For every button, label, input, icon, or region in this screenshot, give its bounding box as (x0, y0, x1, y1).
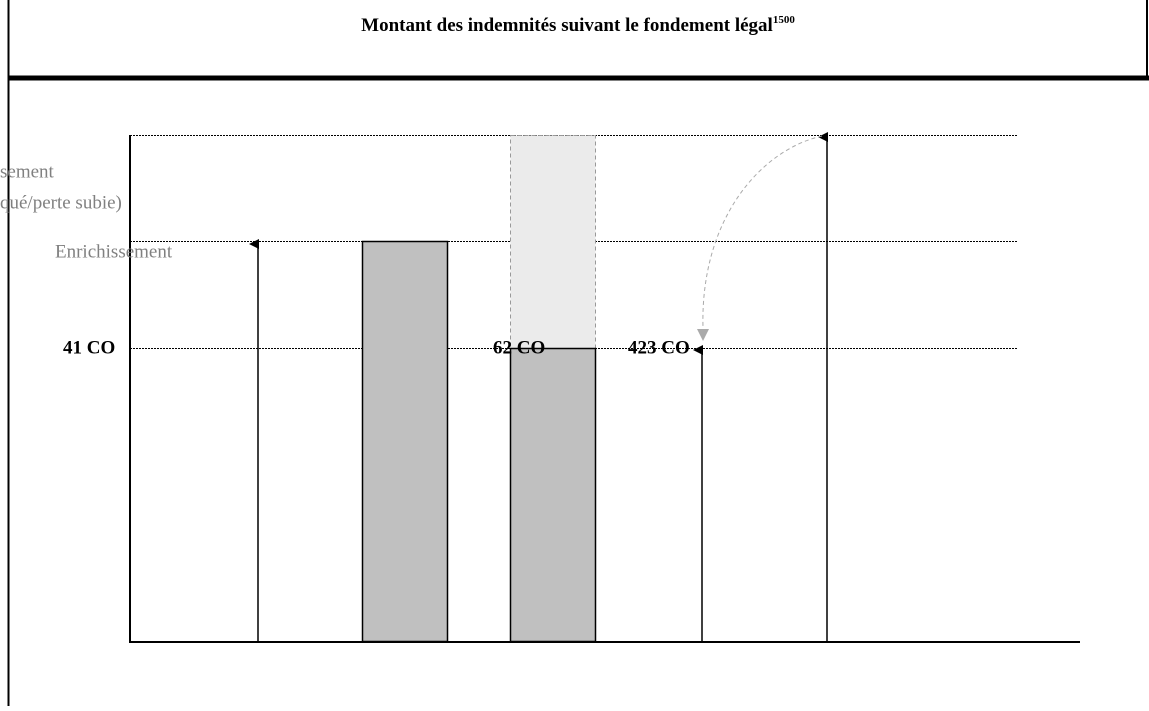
title-text: Montant des indemnités suivant le fondem… (361, 15, 773, 36)
title: Montant des indemnités suivant le fondem… (361, 14, 795, 37)
enrichment-label: Enrichissement (55, 241, 173, 262)
article-label: 62 CO (493, 337, 545, 358)
article-label: 41 CO (63, 337, 115, 358)
footnote-ref: 1500 (773, 14, 796, 26)
dashed-curve (702, 135, 823, 329)
bar (361, 240, 449, 643)
dashed-arrowhead (697, 329, 709, 341)
article-label: 423 CO (628, 337, 690, 358)
clipped-label: sement (0, 161, 55, 182)
bar (509, 347, 597, 643)
clipped-label: qué/perte subie) (0, 192, 122, 213)
bar-extension (510, 135, 596, 349)
